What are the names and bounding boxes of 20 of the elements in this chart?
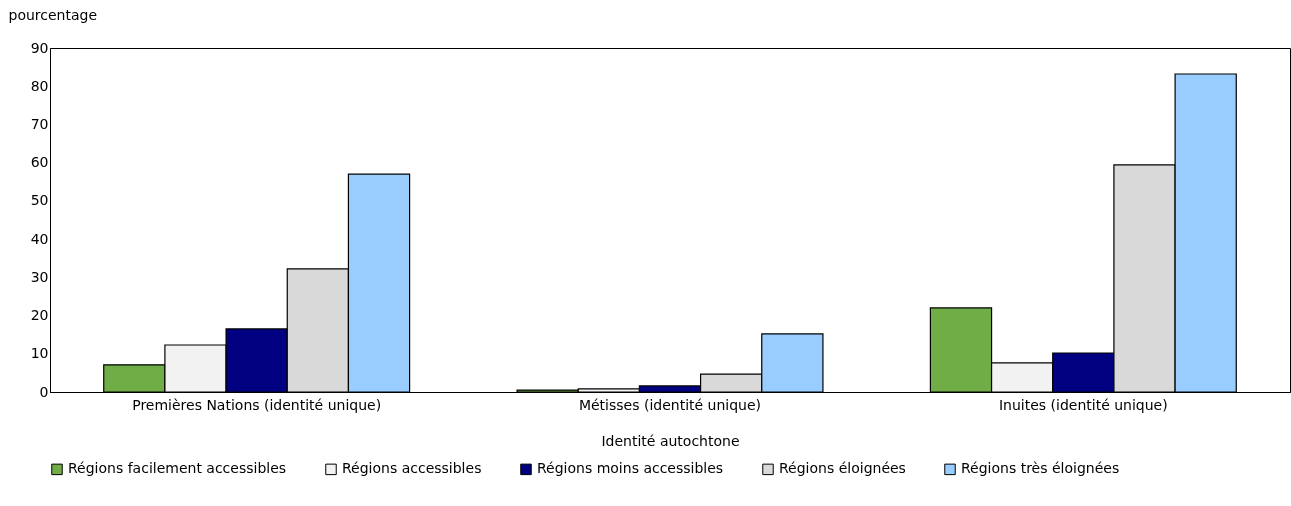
x-tick-label: Premières Nations (identité unique) — [132, 396, 382, 413]
y-tick-label: 20 — [30, 307, 49, 324]
y-tick-label: 50 — [30, 192, 49, 209]
y-tick-label: 40 — [30, 230, 49, 247]
y-tick-label: 60 — [30, 154, 49, 171]
x-tick-label: Inuites (identité unique) — [998, 396, 1168, 413]
x-tick-label: Métisses (identité unique) — [578, 396, 762, 413]
legend-label: Régions très éloignées — [961, 460, 1120, 477]
legend-label: Régions éloignées — [779, 460, 906, 477]
legend-label: Régions accessibles — [342, 460, 482, 477]
y-tick-label: 80 — [30, 77, 49, 94]
y-tick-label: 30 — [30, 268, 49, 285]
y-tick-label: 90 — [30, 39, 49, 56]
y-axis-title: pourcentage — [8, 6, 98, 23]
y-tick-label: 70 — [30, 115, 49, 132]
legend-label: Régions facilement accessibles — [68, 460, 287, 477]
legend-label: Régions moins accessibles — [537, 460, 724, 477]
y-tick-label: 0 — [39, 383, 49, 400]
y-tick-label: 10 — [30, 345, 49, 362]
x-axis-title: Identité autochtone — [601, 432, 740, 449]
